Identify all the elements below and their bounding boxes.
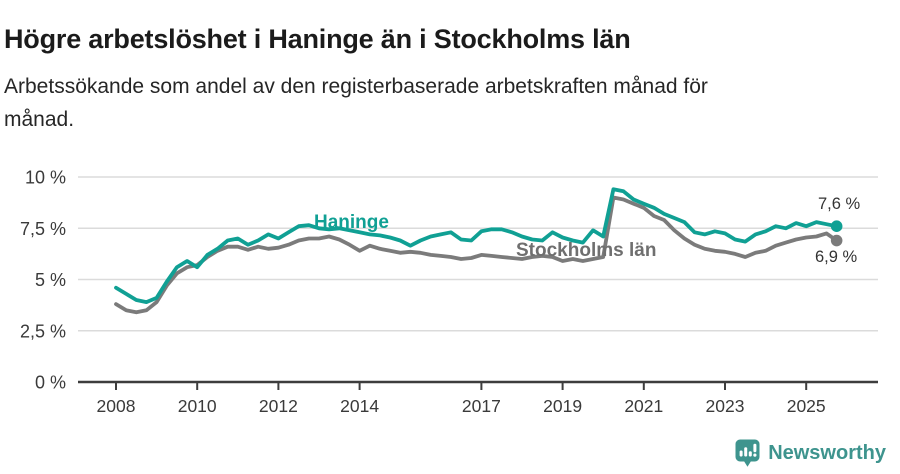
x-tick-label: 2012 [259,396,298,416]
x-tick-label: 2019 [543,396,582,416]
x-tick-label: 2014 [340,396,379,416]
haninge-end-value: 7,6 % [818,195,861,213]
y-tick-label: 7,5 % [20,219,66,239]
page-title: Högre arbetslöshet i Haninge än i Stockh… [4,24,631,55]
series-line-haninge [114,187,839,305]
x-tick-label: 2025 [787,396,826,416]
y-tick-label: 2,5 % [20,321,66,341]
stockholms-lan-series-label: Stockholms län [516,240,657,261]
series-end-dot-haninge [830,220,843,232]
x-tick-label: 2021 [624,396,663,416]
x-tick-label: 2023 [706,396,745,416]
newsworthy-wordmark: Newsworthy [768,442,886,464]
line-chart: 0 % 2,5 % 5 % 7,5 % 10 % 2008 2010 2012 2014 2017… [20,168,878,416]
y-tick-label: 0 % [35,373,66,393]
subtitle-line-1: Arbetssökande som andel av den registerb… [4,75,708,98]
haninge-series-label: Haninge [314,212,389,233]
y-tick-label: 5 % [35,270,66,290]
subtitle-line-2: månad. [4,108,75,131]
newsworthy-logo: Newsworthy [735,439,886,468]
chart-subtitle: Arbetssökande som andel av den registerb… [4,70,864,136]
y-tick-label: 10 % [25,168,66,188]
series-end-dot-stockholms-l-n [830,234,843,247]
stockholms-lan-end-value: 6,9 % [815,248,858,266]
newsworthy-bubble-icon [735,439,760,467]
x-tick-label: 2010 [178,396,217,416]
x-tick-label: 2017 [462,396,501,416]
series-line-stockholms-l-n [114,195,839,315]
x-tick-label: 2008 [97,396,136,416]
